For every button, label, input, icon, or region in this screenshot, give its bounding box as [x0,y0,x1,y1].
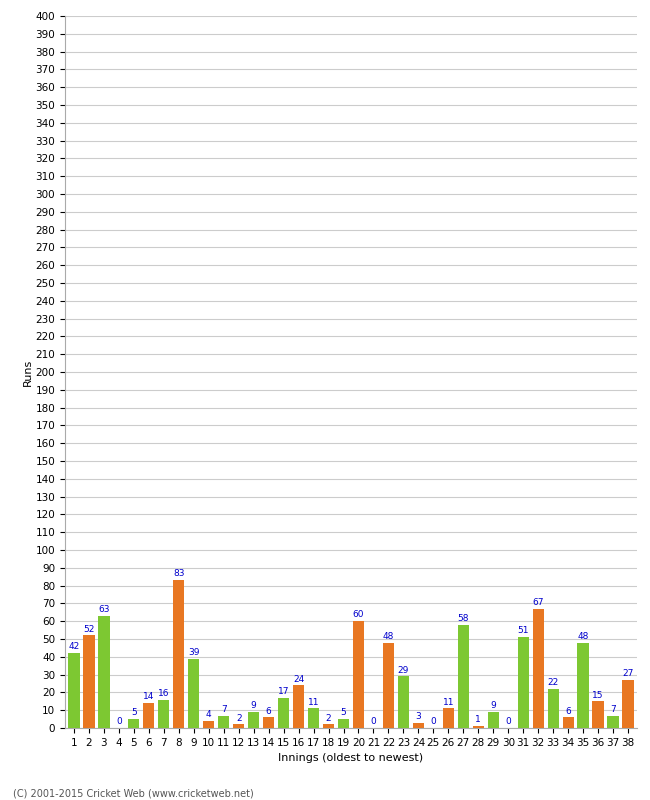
Text: 16: 16 [158,689,170,698]
Text: 39: 39 [188,648,200,657]
Bar [383,642,394,728]
Text: 0: 0 [430,718,436,726]
Bar [413,722,424,728]
Text: 9: 9 [251,701,257,710]
Bar [68,654,79,728]
Bar [308,709,319,728]
Bar [517,638,529,728]
Bar [248,712,259,728]
Text: 2: 2 [236,714,242,722]
Bar [353,622,364,728]
Bar [547,689,559,728]
Bar [173,580,185,728]
Y-axis label: Runs: Runs [23,358,32,386]
Bar [577,642,589,728]
Bar [263,718,274,728]
Bar [218,715,229,728]
Text: 2: 2 [326,714,332,722]
Text: 42: 42 [68,642,79,651]
Text: 0: 0 [505,718,511,726]
Text: 60: 60 [353,610,364,619]
Text: 7: 7 [610,705,616,714]
Bar [608,715,619,728]
Text: 83: 83 [173,570,185,578]
Bar [532,609,544,728]
Text: 52: 52 [83,625,95,634]
Bar [592,702,604,728]
Text: 6: 6 [566,706,571,715]
Text: 11: 11 [443,698,454,706]
Bar [488,712,499,728]
Text: 14: 14 [143,692,155,702]
Text: 48: 48 [383,632,394,641]
Text: 17: 17 [278,687,289,696]
Text: 5: 5 [131,708,136,718]
Bar [278,698,289,728]
Bar [398,676,409,728]
Bar [323,725,334,728]
Bar [128,719,140,728]
Text: 63: 63 [98,605,110,614]
Text: 0: 0 [116,718,122,726]
Text: 58: 58 [458,614,469,623]
Text: 51: 51 [517,626,529,635]
Bar [83,635,94,728]
Text: 48: 48 [577,632,589,641]
Bar [188,658,200,728]
Bar [143,703,155,728]
Text: 5: 5 [341,708,346,718]
Bar [562,718,574,728]
Text: 67: 67 [532,598,544,607]
Bar [98,616,110,728]
Bar [473,726,484,728]
Text: (C) 2001-2015 Cricket Web (www.cricketweb.net): (C) 2001-2015 Cricket Web (www.cricketwe… [13,788,254,798]
Text: 29: 29 [398,666,409,674]
Text: 9: 9 [490,701,496,710]
Bar [158,699,170,728]
Bar [293,686,304,728]
Bar [338,719,349,728]
Text: 3: 3 [415,712,421,721]
Text: 27: 27 [622,669,634,678]
Text: 6: 6 [266,706,272,715]
X-axis label: Innings (oldest to newest): Innings (oldest to newest) [278,754,424,763]
Text: 15: 15 [592,690,604,699]
Bar [233,725,244,728]
Text: 11: 11 [308,698,319,706]
Bar [443,709,454,728]
Text: 24: 24 [293,674,304,683]
Text: 4: 4 [206,710,211,719]
Text: 0: 0 [370,718,376,726]
Text: 1: 1 [475,715,481,725]
Bar [458,625,469,728]
Bar [623,680,634,728]
Text: 22: 22 [547,678,559,687]
Text: 7: 7 [221,705,227,714]
Bar [203,721,214,728]
